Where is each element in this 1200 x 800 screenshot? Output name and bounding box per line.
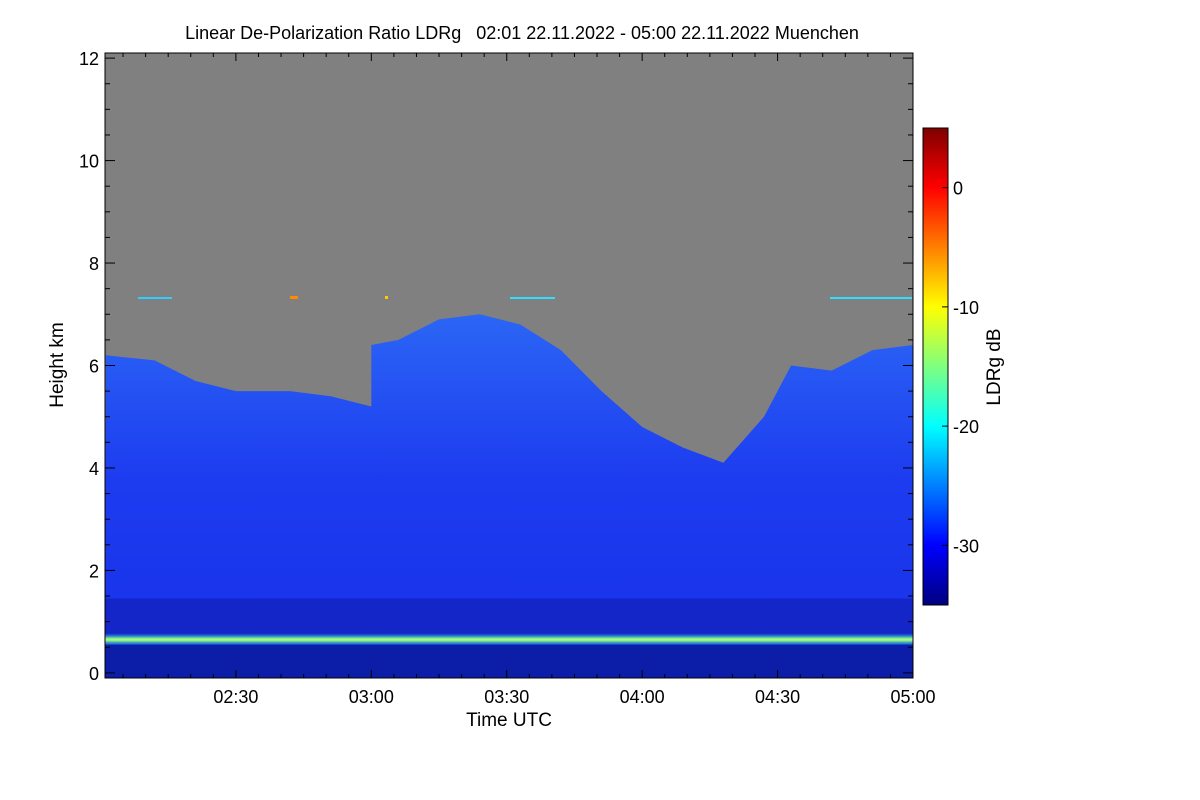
- colorbar-gradient: [922, 127, 949, 606]
- chart-title: Linear De-Polarization Ratio LDRg 02:01 …: [185, 23, 859, 43]
- plot-area: [104, 52, 914, 679]
- y-tick-label: 6: [89, 357, 99, 377]
- x-tick-label: 05:00: [890, 687, 935, 707]
- ground-band: [105, 644, 913, 678]
- colorbar-ticks: 0 -10 -20 -30: [942, 179, 979, 556]
- y-tick-label: 2: [89, 561, 99, 581]
- x-tick-label: 04:30: [755, 687, 800, 707]
- y-tick-label: 4: [89, 459, 99, 479]
- colorbar-tick-label: -30: [953, 536, 979, 556]
- colorbar-tick-label: -20: [953, 417, 979, 437]
- x-axis: 02:30 03:00 03:30 04:00 04:30 05:00: [122, 53, 936, 707]
- x-tick-label: 03:30: [484, 687, 529, 707]
- colorbar-label: LDRg dB: [984, 328, 1005, 405]
- colorbar-tick-label: 0: [953, 179, 963, 199]
- x-tick-label: 04:00: [620, 687, 665, 707]
- upper-echoes: [138, 296, 912, 299]
- colorbar-tick-label: -10: [953, 298, 979, 318]
- y-tick-label: 12: [79, 49, 99, 69]
- y-tick-label: 0: [89, 664, 99, 684]
- x-tick-label: 02:30: [213, 687, 258, 707]
- colorbar: 0 -10 -20 -30 LDRg dB: [922, 127, 1005, 606]
- lower-layer: [105, 598, 913, 638]
- y-tick-label: 8: [89, 254, 99, 274]
- y-axis-label: Height km: [47, 322, 68, 408]
- y-tick-label: 10: [79, 152, 99, 172]
- aerosol-layer: [105, 633, 913, 646]
- y-axis: 0 2 4 6 8 10 12: [79, 49, 913, 684]
- signal-region: [105, 314, 913, 678]
- x-tick-label: 03:00: [349, 687, 394, 707]
- x-axis-label: Time UTC: [466, 710, 552, 731]
